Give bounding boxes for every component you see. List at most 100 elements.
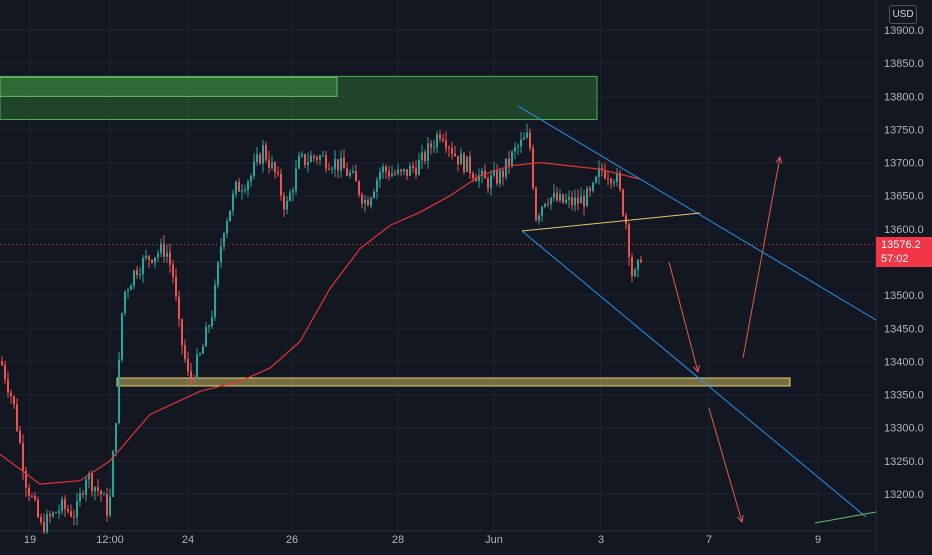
candle-body bbox=[361, 194, 363, 204]
candle-body bbox=[448, 147, 450, 149]
candle-body bbox=[58, 510, 60, 514]
candle-body bbox=[412, 165, 414, 168]
candle-body bbox=[352, 171, 354, 173]
candle-body bbox=[589, 188, 591, 191]
candle-body bbox=[457, 156, 459, 165]
price-tick-label: 13900.0 bbox=[884, 25, 924, 37]
candle-body bbox=[460, 153, 462, 165]
candle-body bbox=[226, 221, 228, 234]
candle-body bbox=[622, 189, 624, 216]
candle-body bbox=[112, 451, 114, 497]
moving-average-line bbox=[0, 161, 641, 485]
candle-body bbox=[433, 147, 435, 149]
candle-body bbox=[100, 490, 102, 495]
candle-body bbox=[142, 258, 144, 275]
candle-body bbox=[541, 206, 543, 216]
candle-body bbox=[304, 154, 306, 165]
candle-body bbox=[571, 196, 573, 206]
candle-body bbox=[307, 161, 309, 165]
candle-body bbox=[334, 159, 336, 169]
candle-body bbox=[346, 168, 348, 176]
candle-body bbox=[76, 501, 78, 518]
candle-body bbox=[190, 371, 192, 378]
time-tick-label: 9 bbox=[815, 534, 821, 546]
price-tick-label: 13800.0 bbox=[884, 91, 924, 103]
candle-body bbox=[202, 346, 204, 354]
candle-body bbox=[154, 257, 156, 263]
candle-body bbox=[442, 138, 444, 141]
candle-body bbox=[490, 175, 492, 189]
arrow-up bbox=[742, 156, 781, 359]
candle-body bbox=[469, 156, 471, 174]
candle-body bbox=[568, 196, 570, 200]
candle-body bbox=[544, 203, 546, 207]
candle-body bbox=[157, 253, 159, 258]
candle-body bbox=[523, 137, 525, 140]
candle-body bbox=[310, 155, 312, 162]
candle-body bbox=[400, 169, 402, 172]
candle-body bbox=[370, 197, 372, 206]
candle-body bbox=[322, 155, 324, 157]
candle-body bbox=[277, 172, 279, 174]
current-price-tag: 13576.2 57:02 bbox=[876, 237, 932, 267]
candle-body bbox=[478, 175, 480, 182]
candle-body bbox=[472, 173, 474, 179]
bar-countdown: 57:02 bbox=[881, 253, 909, 265]
candle-body bbox=[520, 139, 522, 147]
candle-body bbox=[133, 270, 135, 286]
candle-body bbox=[262, 145, 264, 164]
candle-body bbox=[487, 178, 489, 189]
candle-body bbox=[628, 224, 630, 258]
candle-body bbox=[454, 153, 456, 157]
candle-body bbox=[268, 159, 270, 168]
candle-body bbox=[574, 197, 576, 206]
candle-body bbox=[193, 377, 195, 379]
candle-body bbox=[604, 170, 606, 179]
candle-body bbox=[253, 162, 255, 176]
candle-body bbox=[139, 274, 141, 276]
candle-body bbox=[592, 182, 594, 191]
candle-body bbox=[145, 255, 147, 259]
candle-body bbox=[61, 499, 63, 511]
time-tick-label: 28 bbox=[392, 534, 404, 546]
candle-body bbox=[430, 143, 432, 148]
candle-body bbox=[394, 173, 396, 175]
candle-body bbox=[616, 173, 618, 182]
candle-body bbox=[121, 312, 123, 360]
candle-body bbox=[583, 196, 585, 207]
candle-body bbox=[10, 392, 12, 397]
time-tick-label: 19 bbox=[24, 534, 36, 546]
candle-body bbox=[16, 404, 18, 431]
candle-body bbox=[562, 194, 564, 203]
candle-body bbox=[499, 170, 501, 184]
candle-body bbox=[439, 134, 441, 139]
candle-body bbox=[529, 132, 531, 148]
candle-body bbox=[211, 317, 213, 326]
candle-body bbox=[115, 423, 117, 452]
price-axis-background bbox=[876, 0, 932, 550]
candle-body bbox=[475, 178, 477, 182]
candle-body bbox=[151, 259, 153, 263]
candle-body bbox=[595, 176, 597, 183]
candle-body bbox=[259, 154, 261, 164]
currency-badge[interactable]: USD bbox=[889, 5, 917, 24]
candle-body bbox=[418, 160, 420, 175]
candle-body bbox=[286, 200, 288, 210]
candle-body bbox=[427, 143, 429, 161]
price-tick-label: 13650.0 bbox=[884, 191, 924, 203]
candle-body bbox=[415, 167, 417, 175]
candle-body bbox=[325, 155, 327, 169]
candle-body bbox=[136, 270, 138, 276]
candle-body bbox=[640, 259, 642, 263]
candle-body bbox=[289, 192, 291, 201]
candle-body bbox=[31, 495, 33, 497]
candle-body bbox=[526, 132, 528, 138]
candle-body bbox=[535, 188, 537, 221]
candle-body bbox=[301, 154, 303, 156]
candle-body bbox=[55, 512, 57, 514]
candle-body bbox=[235, 181, 237, 194]
candle-body bbox=[283, 195, 285, 210]
candle-body bbox=[391, 173, 393, 177]
